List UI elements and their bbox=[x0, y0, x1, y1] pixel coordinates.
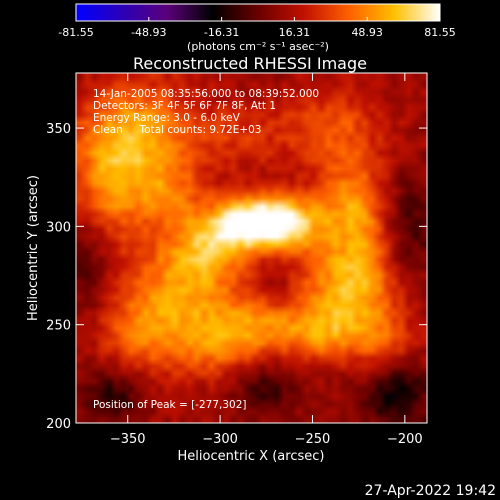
colorbar-tick-label: 81.55 bbox=[424, 26, 456, 39]
y-tick-label: 250 bbox=[46, 319, 71, 334]
y-axis-ticks: 200 250 300 350 bbox=[46, 122, 427, 432]
y-tick-label: 300 bbox=[46, 220, 71, 235]
colorbar-ticks: -81.55 -48.93 -16.31 16.31 48.93 81.55 bbox=[58, 17, 456, 39]
colorbar-tick-label: 48.93 bbox=[351, 26, 383, 39]
annotation-detectors: Detectors: 3F 4F 5F 6F 7F 8F, Att 1 bbox=[93, 100, 276, 112]
plot-frame bbox=[75, 72, 428, 424]
annotation-energy-range: Energy Range: 3.0 - 6.0 keV bbox=[93, 112, 241, 124]
y-axis-label: Heliocentric Y (arcsec) bbox=[26, 175, 41, 321]
x-tick-label: −200 bbox=[387, 432, 423, 447]
colorbar-tick-label: 16.31 bbox=[279, 26, 311, 39]
x-axis-ticks: −350 −300 −250 −200 bbox=[110, 73, 423, 447]
x-axis-label: Heliocentric X (arcsec) bbox=[178, 449, 325, 464]
y-tick-label: 200 bbox=[46, 417, 71, 432]
colorbar: -81.55 -48.93 -16.31 16.31 48.93 81.55 (photo… bbox=[58, 3, 456, 53]
y-tick-label: 350 bbox=[46, 122, 71, 137]
colorbar-units: (photons cm⁻² s⁻¹ asec⁻²) bbox=[187, 40, 329, 53]
x-tick-label: −300 bbox=[202, 432, 238, 447]
annotation-peak-position: Position of Peak = [-277,302] bbox=[93, 399, 247, 411]
x-tick-label: −350 bbox=[110, 432, 146, 447]
x-tick-label: −250 bbox=[295, 432, 331, 447]
annotation-clean-counts: Clean Total counts: 9.72E+03 bbox=[93, 124, 262, 136]
footer-timestamp: 27-Apr-2022 19:42 bbox=[365, 483, 496, 499]
annotation-time-range: 14-Jan-2005 08:35:56.000 to 08:39:52.000 bbox=[93, 88, 319, 100]
heatmap bbox=[76, 73, 427, 423]
heatmap-image bbox=[76, 73, 427, 423]
colorbar-tick-label: -81.55 bbox=[58, 26, 93, 39]
colorbar-tick-label: -16.31 bbox=[204, 26, 239, 39]
colorbar-tick-label: -48.93 bbox=[131, 26, 166, 39]
colorbar-gradient bbox=[75, 3, 441, 22]
chart-title: Reconstructed RHESSI Image bbox=[133, 54, 367, 73]
annotations: 14-Jan-2005 08:35:56.000 to 08:39:52.000… bbox=[93, 88, 319, 411]
